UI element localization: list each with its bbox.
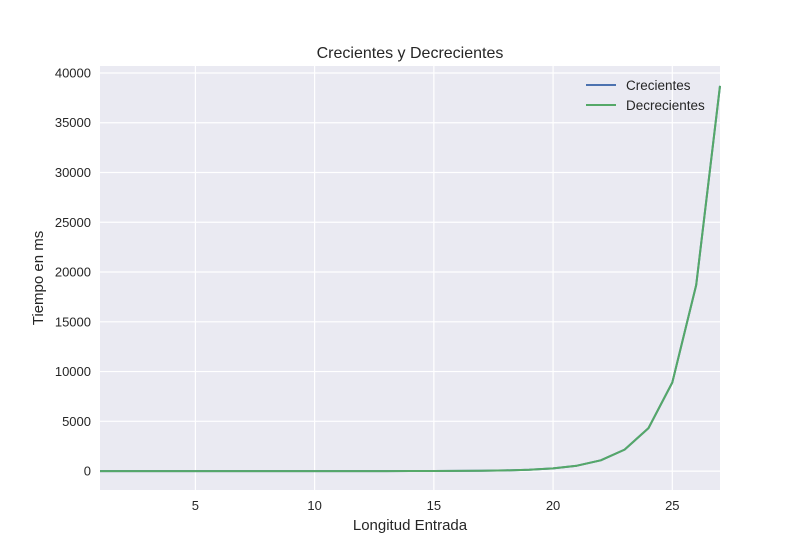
x-tick-label: 5 [192,498,199,513]
legend-label-crecientes: Crecientes [626,78,691,93]
y-tick-label: 20000 [55,265,91,280]
plot-background [100,66,720,490]
y-tick-label: 35000 [55,115,91,130]
x-tick-label: 15 [427,498,441,513]
x-tick-label: 10 [307,498,321,513]
x-tick-label: 25 [665,498,679,513]
tick-labels: 5 10 15 20 25 0 5000 10000 15000 20000 25000 30000 3… [55,65,680,513]
y-tick-label: 15000 [55,314,91,329]
y-tick-label: 5000 [62,414,91,429]
y-tick-label: 40000 [55,65,91,80]
x-axis-title: Longitud Entrada [353,517,468,534]
x-tick-label: 20 [546,498,560,513]
legend-label-decrecientes: Decrecientes [626,98,705,113]
y-tick-label: 30000 [55,165,91,180]
y-tick-label: 10000 [55,364,91,379]
y-axis-title: Tiempo en ms [30,231,47,325]
chart-title: Crecientes y Decrecientes [317,45,504,62]
series-line-decrecientes [100,85,721,473]
series-lines [100,85,721,473]
y-tick-label: 0 [84,464,91,479]
legend: Crecientes Decrecientes [586,78,705,113]
y-tick-label: 25000 [55,215,91,230]
